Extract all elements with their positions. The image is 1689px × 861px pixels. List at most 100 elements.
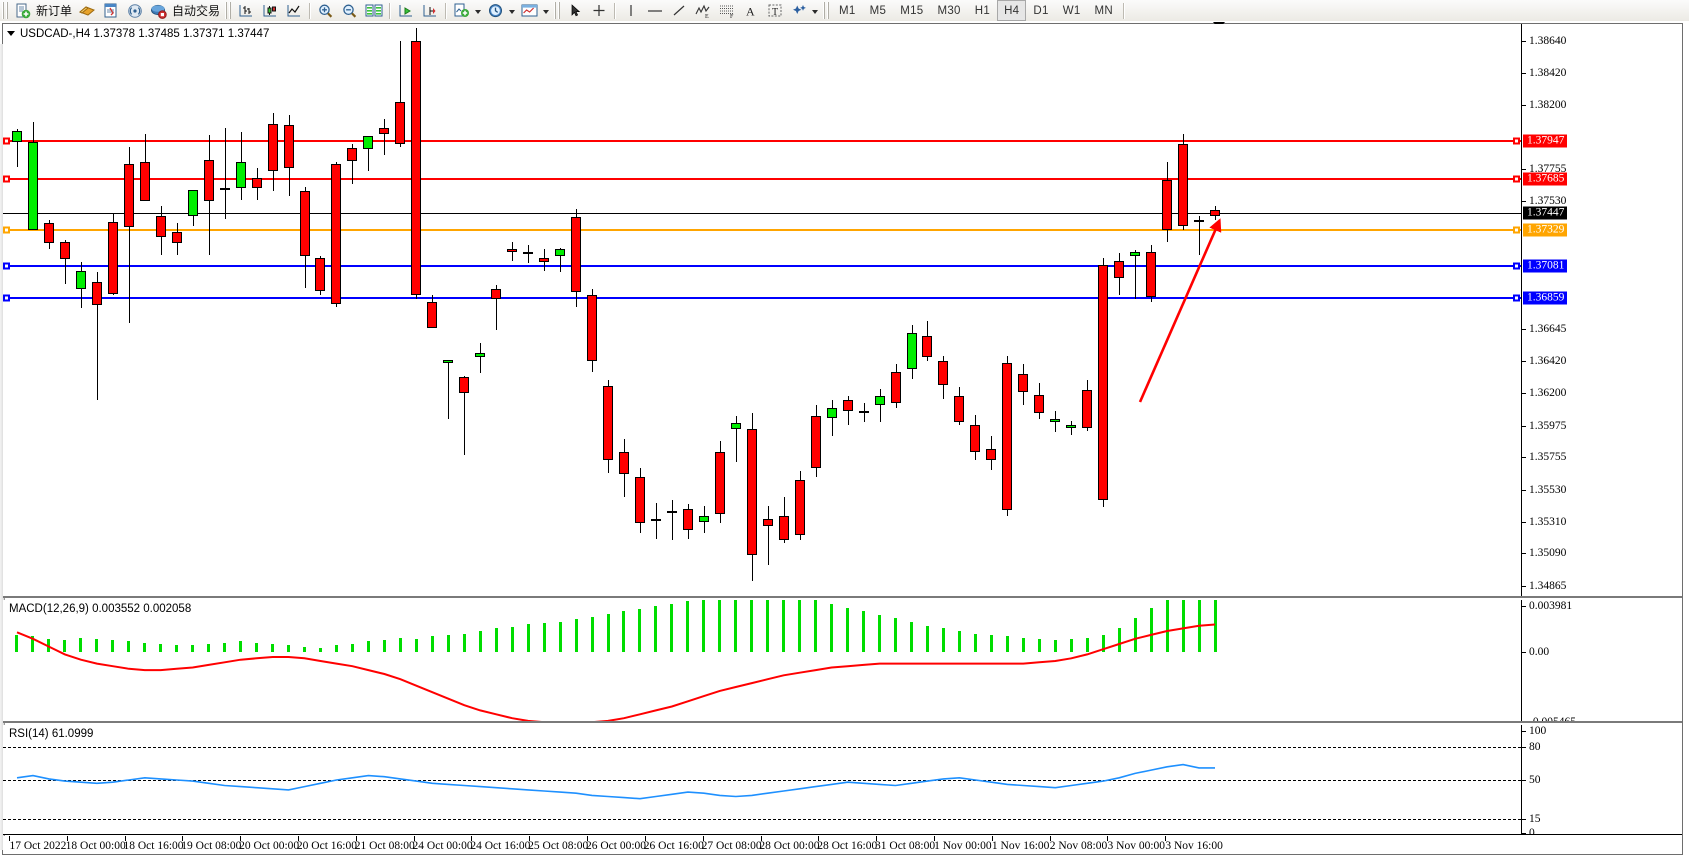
time-axis-label: 17 Oct 2022 — [9, 840, 67, 852]
macd-histogram-bar — [830, 603, 833, 652]
toolbar-grip-2[interactable] — [225, 2, 233, 19]
period-caret-icon[interactable] — [509, 9, 516, 14]
text-label-button[interactable]: T — [763, 1, 787, 20]
candle-bearish — [1210, 210, 1220, 216]
price-line-handle[interactable] — [1513, 137, 1520, 145]
price-line-handle[interactable] — [3, 175, 10, 183]
symbol-info: USDCAD-,H4 1.37378 1.37485 1.37371 1.374… — [7, 27, 269, 40]
price-tag-support-2[interactable]: 1.36859 — [1523, 291, 1568, 305]
price-tag-pivot[interactable]: 1.37329 — [1523, 223, 1568, 237]
toolbar-grip-3[interactable] — [554, 2, 562, 19]
timeframe-w1[interactable]: W1 — [1062, 4, 1081, 17]
symbol-caret-icon[interactable] — [7, 31, 15, 36]
rsi-tick — [1522, 833, 1526, 834]
price-tick-label: 1.35975 — [1529, 419, 1567, 432]
signals-button[interactable] — [123, 1, 147, 20]
templates-button[interactable] — [518, 1, 542, 20]
candle-bearish — [140, 162, 150, 202]
chart-shift-button[interactable] — [418, 1, 442, 20]
timeframe-m30[interactable]: M30 — [937, 4, 961, 17]
autoscroll-button[interactable] — [394, 1, 418, 20]
line-chart-button[interactable] — [282, 1, 306, 20]
shapes-button[interactable] — [787, 1, 811, 20]
zoom-in-button[interactable] — [314, 1, 338, 20]
timeframe-h4[interactable]: H4 — [997, 0, 1027, 21]
price-line-support-2[interactable] — [3, 297, 1521, 300]
rsi-tick-label: 0 — [1529, 827, 1535, 835]
price-line-handle[interactable] — [3, 294, 10, 302]
rsi-plot[interactable] — [3, 725, 1521, 834]
new-order-button[interactable] — [11, 1, 35, 20]
price-line-last-price[interactable] — [3, 213, 1521, 215]
price-tag-last-price[interactable]: 1.37447 — [1523, 206, 1568, 220]
vertical-line-button[interactable] — [619, 1, 643, 20]
candle-bearish — [124, 163, 134, 228]
templates-caret-icon[interactable] — [543, 9, 550, 14]
text-button[interactable]: A — [739, 1, 763, 20]
timeframe-d1[interactable]: D1 — [1033, 4, 1049, 17]
price-tick — [1522, 585, 1526, 587]
zoom-out-button[interactable] — [338, 1, 362, 20]
toolbar-grip-4[interactable] — [823, 2, 831, 19]
zoom-in-icon — [319, 4, 333, 18]
expert-advisors-button[interactable] — [75, 1, 99, 20]
shapes-caret-icon[interactable] — [812, 9, 819, 14]
price-tag-resistance-2[interactable]: 1.37685 — [1523, 172, 1568, 186]
price-line-resistance-1[interactable] — [3, 140, 1521, 143]
toolbar-separator-5 — [1123, 2, 1126, 19]
macd-histogram-bar — [958, 631, 961, 652]
toolbar-grip[interactable] — [2, 2, 9, 19]
candle-wick — [560, 247, 561, 273]
price-plot[interactable] — [3, 24, 1521, 596]
price-line-handle[interactable] — [3, 137, 10, 145]
autotrading-label[interactable]: 自动交易 — [172, 4, 221, 18]
time-tick — [529, 836, 530, 841]
macd-histogram-bar — [750, 600, 753, 652]
cursor-button[interactable] — [563, 1, 587, 20]
macd-plot[interactable] — [3, 600, 1521, 721]
elliott-wave-button[interactable]: E — [691, 1, 715, 20]
candle-bearish — [108, 221, 118, 294]
price-line-handle[interactable] — [3, 226, 10, 234]
timeframe-h1[interactable]: H1 — [974, 4, 991, 17]
macd-tick — [1522, 606, 1526, 607]
period-button[interactable] — [484, 1, 508, 20]
price-tag-resistance-1[interactable]: 1.37947 — [1523, 134, 1568, 148]
templates-icon — [521, 4, 538, 16]
rsi-tick — [1522, 731, 1526, 732]
price-line-support-1[interactable] — [3, 265, 1521, 268]
price-line-resistance-2[interactable] — [3, 178, 1521, 181]
timeframe-mn[interactable]: MN — [1094, 4, 1114, 17]
price-line-handle[interactable] — [1513, 175, 1520, 183]
indicators-button[interactable] — [362, 1, 386, 20]
bar-chart-icon — [239, 4, 253, 16]
price-tick — [1522, 521, 1526, 523]
time-axis[interactable]: 17 Oct 2022 18 Oct 00:00 18 Oct 16:00 19 Oc… — [3, 836, 1682, 854]
horizontal-line-button[interactable] — [643, 1, 667, 20]
fibonacci-button[interactable]: F — [715, 1, 739, 20]
candle-bearish — [60, 241, 70, 260]
price-line-handle[interactable] — [3, 262, 10, 270]
price-tag-support-1[interactable]: 1.37081 — [1523, 259, 1568, 273]
bar-chart-button[interactable] — [234, 1, 258, 20]
data-window-button[interactable] — [99, 1, 123, 20]
crosshair-button[interactable] — [587, 1, 611, 20]
candlestick-chart-button[interactable] — [258, 1, 282, 20]
macd-histogram-bar — [31, 636, 34, 652]
price-line-pivot[interactable] — [3, 229, 1521, 232]
add-indicator-button[interactable] — [450, 1, 474, 20]
trendline-button[interactable] — [667, 1, 691, 20]
add-indicator-caret-icon[interactable] — [475, 9, 482, 14]
price-tick — [1522, 329, 1526, 331]
autotrading-button[interactable] — [147, 1, 171, 20]
price-scale[interactable]: 1.38640 1.38420 1.38200 1.37755 1.37530 1.366… — [1522, 24, 1682, 596]
candle-bearish — [619, 452, 629, 474]
price-line-handle[interactable] — [1513, 294, 1520, 302]
macd-histogram-bar — [143, 642, 146, 652]
new-order-label[interactable]: 新订单 — [36, 4, 73, 18]
price-line-handle[interactable] — [1513, 226, 1520, 234]
timeframe-m15[interactable]: M15 — [900, 4, 924, 17]
timeframe-m1[interactable]: M1 — [839, 4, 856, 17]
price-line-handle[interactable] — [1513, 262, 1520, 270]
timeframe-m5[interactable]: M5 — [869, 4, 887, 17]
